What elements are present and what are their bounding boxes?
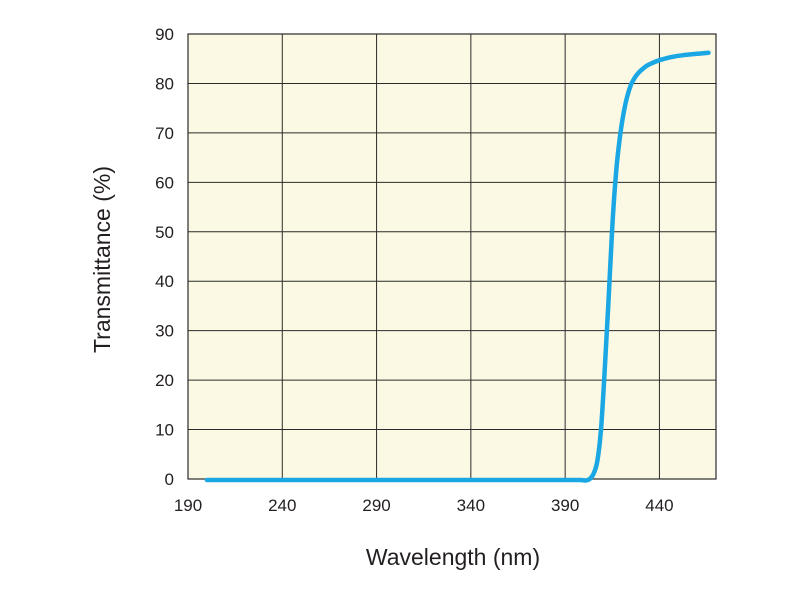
x-tick-label: 440 — [645, 496, 673, 515]
x-tick-label: 240 — [268, 496, 296, 515]
y-tick-labels: 0 10 20 30 40 50 60 70 80 90 — [155, 25, 174, 489]
series-line — [204, 50, 711, 483]
y-tick-label: 20 — [155, 371, 174, 390]
y-tick-label: 90 — [155, 25, 174, 44]
y-axis-title: Transmittance (%) — [89, 166, 115, 353]
y-tick-label: 40 — [155, 272, 174, 291]
y-tick-label: 80 — [155, 74, 174, 93]
y-tick-label: 10 — [155, 421, 174, 440]
x-axis-title: Wavelength (nm) — [366, 544, 540, 570]
x-tick-labels: 190 240 290 340 390 440 — [174, 496, 674, 515]
series-layer — [204, 50, 711, 483]
x-tick-label: 340 — [457, 496, 485, 515]
y-tick-label: 0 — [165, 470, 174, 489]
horizontal-gridlines — [188, 82, 716, 431]
y-tick-label: 70 — [155, 124, 174, 143]
y-tick-label: 30 — [155, 322, 174, 341]
x-tick-label: 290 — [362, 496, 390, 515]
y-tick-label: 50 — [155, 223, 174, 242]
x-tick-label: 190 — [174, 496, 202, 515]
vertical-gridlines — [281, 34, 660, 479]
plot-area — [188, 34, 716, 479]
x-tick-label: 390 — [551, 496, 579, 515]
y-tick-label: 60 — [155, 173, 174, 192]
